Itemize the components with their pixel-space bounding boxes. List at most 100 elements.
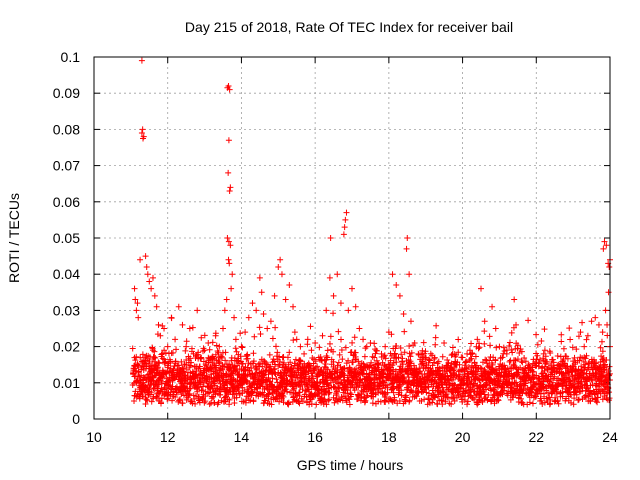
data-point	[393, 342, 400, 349]
data-point	[224, 84, 231, 91]
data-point	[267, 318, 274, 325]
data-point	[326, 396, 333, 403]
data-point	[231, 314, 238, 321]
data-point	[360, 336, 367, 343]
data-point	[399, 361, 406, 368]
data-point	[568, 391, 575, 398]
data-point	[353, 365, 360, 372]
data-point	[396, 383, 403, 390]
data-point	[426, 357, 433, 364]
data-point	[599, 348, 606, 355]
data-point	[449, 344, 456, 351]
data-point	[150, 347, 157, 354]
data-point	[410, 389, 417, 396]
data-point	[533, 331, 540, 338]
data-point	[422, 354, 429, 361]
data-point	[487, 387, 494, 394]
data-point	[144, 271, 151, 278]
data-point	[397, 345, 404, 351]
data-point	[415, 350, 422, 357]
data-point	[439, 353, 446, 360]
data-point	[275, 263, 282, 270]
data-point	[539, 400, 546, 407]
data-point	[343, 399, 350, 406]
data-point	[144, 397, 151, 404]
data-point	[551, 373, 558, 380]
data-point	[546, 394, 553, 401]
data-point	[573, 346, 580, 353]
data-point	[223, 372, 230, 379]
data-point	[313, 401, 320, 408]
data-point	[137, 256, 144, 263]
data-point	[264, 325, 271, 332]
data-point	[575, 366, 582, 373]
data-point	[555, 400, 562, 407]
data-point	[554, 353, 561, 360]
data-point	[271, 292, 278, 299]
data-point	[330, 358, 337, 365]
data-point	[261, 360, 268, 367]
data-point	[575, 397, 582, 404]
data-point	[513, 321, 520, 328]
data-point	[286, 282, 293, 289]
data-point	[452, 361, 459, 368]
data-point	[135, 362, 142, 369]
data-point	[280, 373, 287, 380]
data-point	[560, 345, 567, 352]
data-point	[229, 271, 236, 278]
data-point	[588, 318, 595, 325]
data-point	[575, 396, 582, 403]
data-point	[406, 397, 413, 404]
data-point	[425, 395, 432, 402]
data-point	[259, 363, 266, 370]
x-tick-label: 20	[455, 429, 471, 445]
x-tick-label: 10	[86, 429, 102, 445]
data-point	[142, 401, 149, 408]
data-point	[143, 396, 150, 403]
y-tick-label: 0.06	[53, 194, 80, 210]
y-tick-label: 0.07	[53, 158, 80, 174]
data-point	[606, 363, 613, 370]
data-point	[466, 347, 473, 354]
y-tick-label: 0.02	[53, 339, 80, 355]
data-point	[408, 349, 415, 356]
data-point	[468, 355, 475, 362]
data-point	[206, 401, 213, 408]
data-point	[213, 364, 220, 371]
data-point	[453, 372, 460, 379]
data-point	[592, 314, 599, 321]
data-point	[351, 387, 358, 394]
data-point	[151, 292, 158, 299]
data-point	[345, 357, 352, 364]
data-point	[583, 336, 590, 343]
data-point	[275, 363, 282, 370]
data-point	[470, 367, 477, 374]
data-point	[173, 346, 180, 353]
data-point	[401, 349, 408, 356]
data-point	[342, 344, 349, 351]
x-tick-labels: 10 12 14 16 18 20 22 24	[86, 429, 618, 445]
data-point	[511, 296, 518, 303]
data-point	[152, 354, 159, 361]
data-point	[228, 285, 235, 292]
data-point	[335, 328, 342, 335]
data-point	[311, 391, 318, 398]
data-point	[186, 325, 193, 332]
data-point	[568, 399, 575, 406]
x-axis-title: GPS time / hours	[297, 457, 404, 473]
data-point	[338, 336, 345, 343]
data-point	[234, 382, 241, 389]
data-point	[250, 398, 257, 405]
y-tick-label: 0.09	[53, 85, 80, 101]
data-point	[226, 187, 233, 194]
data-point	[356, 325, 363, 332]
data-point	[212, 332, 219, 339]
data-point	[385, 329, 392, 336]
data-point	[401, 328, 408, 335]
data-point	[534, 341, 541, 348]
data-point	[226, 260, 233, 267]
data-point	[429, 399, 436, 406]
data-point	[188, 359, 195, 366]
data-point	[183, 343, 190, 350]
data-point	[367, 339, 374, 346]
